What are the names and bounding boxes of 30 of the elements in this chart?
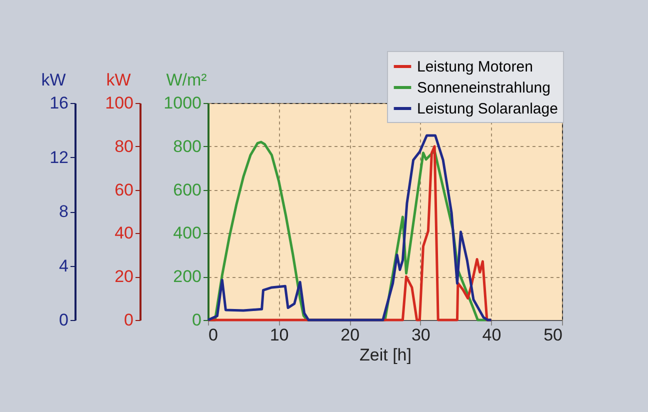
y3-axis-title: kW — [41, 70, 66, 90]
y2-tick-label: 40 — [114, 224, 134, 243]
x-axis-title: Zeit [h] — [360, 346, 412, 364]
y-tick-label: 600 — [173, 180, 202, 200]
x-tick-label: 0 — [208, 326, 218, 344]
y2-tick-label: 20 — [114, 267, 134, 286]
y2-tick-label: 80 — [114, 136, 134, 156]
y3-tick-label: 8 — [59, 202, 68, 221]
legend-label: Leistung Motoren — [417, 58, 533, 76]
x-tick-label: 40 — [482, 326, 502, 344]
x-tick-label: 50 — [544, 326, 562, 344]
y-tick-label: 1000 — [164, 94, 202, 112]
y3-tick-label: 0 — [59, 310, 68, 330]
y-tick-label: 800 — [173, 136, 202, 156]
y2-tick-label: 60 — [114, 180, 134, 200]
y2-tick-label: 0 — [124, 310, 134, 330]
y-tick-label: 0 — [192, 310, 202, 330]
x-tick-label: 10 — [270, 326, 289, 344]
y3-tick-label: 4 — [59, 256, 68, 276]
y2-tick-label: 100 — [105, 94, 134, 112]
x-tick-label: 30 — [411, 326, 430, 344]
y3-tick-label: 12 — [50, 148, 68, 167]
y-tick-label: 200 — [173, 267, 202, 286]
legend-label: Sonneneinstrahlung — [417, 80, 550, 96]
y2-axis-title: kW — [106, 70, 131, 90]
legend-label: Leistung Solaranlage — [417, 100, 558, 118]
y3-tick-label: 16 — [50, 94, 68, 112]
x-tick-label: 20 — [340, 326, 360, 344]
y-tick-label: 400 — [173, 224, 202, 243]
y-axis-title: W/m² — [166, 70, 208, 90]
